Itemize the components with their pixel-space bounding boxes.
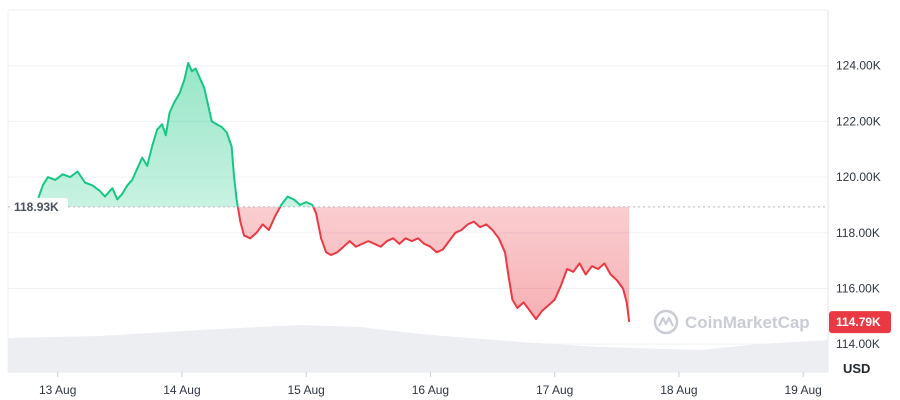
y-axis: 114.00K 116.00K 118.00K 120.00K 122.00K 124.0… [836, 59, 881, 351]
baseline-label: 118.93K [14, 200, 59, 214]
x-tick-label: 15 Aug [287, 383, 324, 397]
price-line-up [10, 61, 315, 207]
x-tick-label: 19 Aug [784, 383, 821, 397]
y-tick-label: 122.00K [836, 114, 881, 128]
volume-shape [8, 325, 828, 372]
x-tick-label: 18 Aug [660, 383, 697, 397]
y-tick-label: 116.00K [836, 281, 880, 295]
y-tick-label: 114.00K [836, 337, 880, 351]
volume-area [8, 325, 828, 372]
x-tick-label: 16 Aug [412, 383, 449, 397]
price-line-down [10, 206, 631, 323]
price-fill-down [10, 206, 630, 322]
baseline-label-background [10, 197, 68, 216]
last-price-badge: 114.79K [829, 311, 891, 334]
x-tick-label: 13 Aug [39, 383, 76, 397]
last-price-badge-background [829, 311, 891, 334]
price-fill [10, 62, 630, 322]
price-fill-up [29, 62, 314, 207]
baseline-label-group: 118.93K [10, 197, 68, 216]
x-tick-label: 14 Aug [163, 383, 200, 397]
last-price-label: 114.79K [836, 315, 881, 329]
x-axis: 13 Aug 14 Aug 15 Aug 16 Aug 17 Aug 18 Aug 19 A… [39, 372, 822, 397]
watermark-text: CoinMarketCap [685, 313, 810, 332]
currency-unit-label: USD [843, 361, 870, 376]
x-tick-label: 17 Aug [536, 383, 573, 397]
y-tick-label: 124.00K [836, 59, 881, 73]
y-tick-label: 118.00K [836, 226, 880, 240]
y-tick-label: 120.00K [836, 170, 881, 184]
coinmarketcap-logo-icon [653, 309, 679, 335]
watermark: CoinMarketCap [653, 309, 810, 335]
price-line [10, 61, 631, 323]
